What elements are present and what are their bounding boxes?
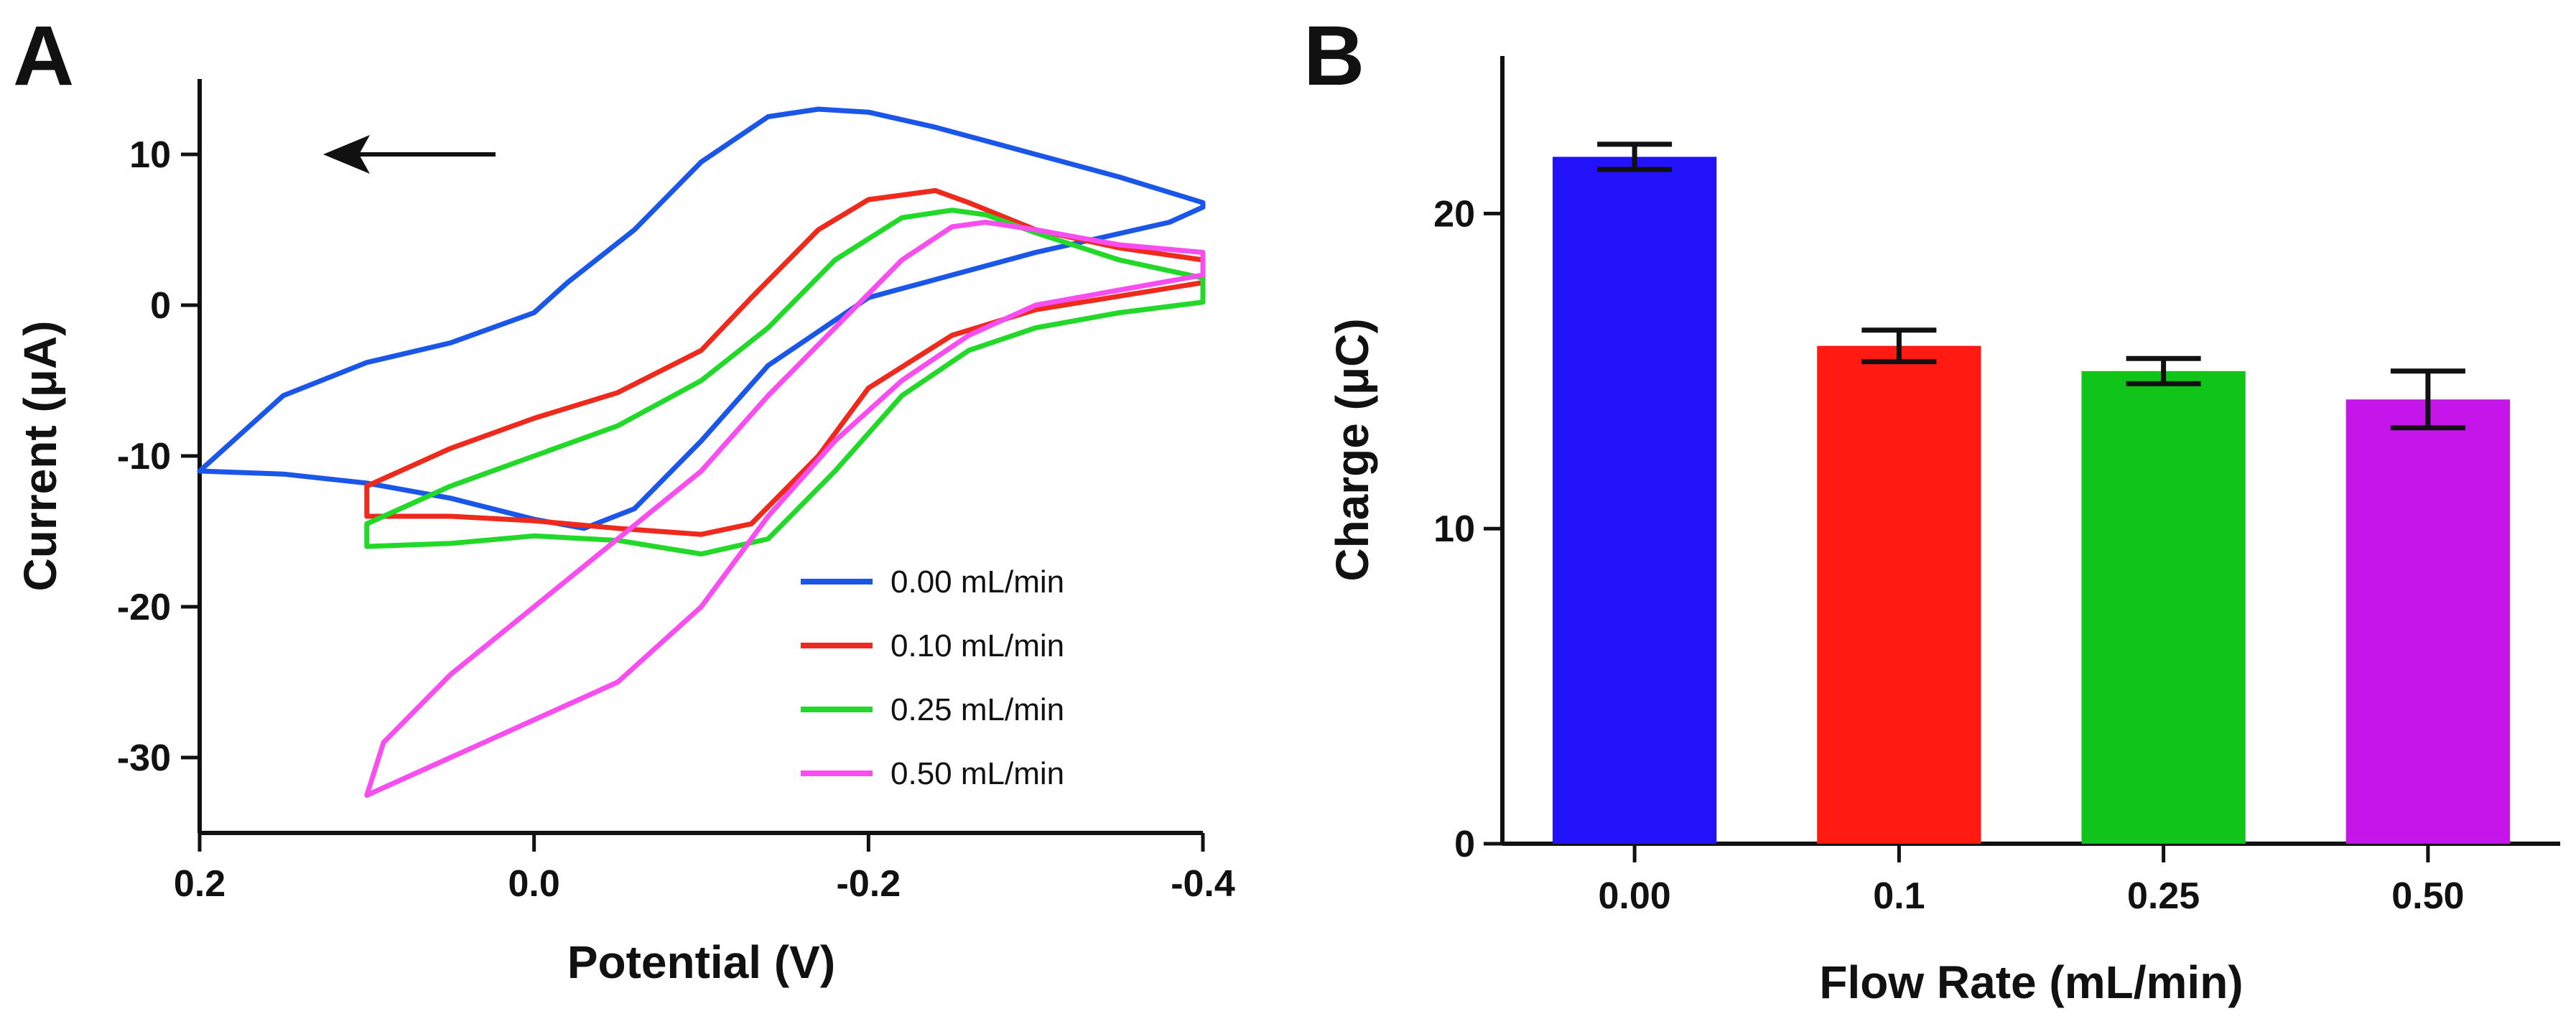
x-tick-label: -0.4 [1171,863,1235,905]
y-tick-label: -30 [117,737,171,779]
y-tick-label: 10 [129,134,171,176]
y-tick-label: -20 [117,587,171,628]
y-tick-label: 10 [1433,508,1475,550]
cv-curve-series-2 [364,187,1206,537]
panel-a-label: A [13,9,74,103]
x-tick-label: 0.00 [1599,875,1671,917]
bar-3 [2081,371,2246,844]
y-tick-label: 20 [1433,193,1475,235]
cv-curve-series-1 [197,106,1206,531]
y-axis-title: Current (μA) [14,321,66,592]
cv-curve-series-3 [364,208,1206,556]
bar-2 [1817,345,1981,844]
x-axis-title: Potential (V) [567,936,835,988]
panel-b-label: B [1303,9,1364,103]
y-tick-label: 0 [150,285,171,327]
x-tick-label: 0.50 [2391,875,2464,917]
y-tick-label: -10 [117,436,171,478]
panel-a-cyclic-voltammogram: 10 0 -10 -20 -30 0.2 0.0 -0.2 -0.4 Potential (V) C… [14,79,1235,988]
legend-label: 0.25 mL/min [891,692,1064,727]
bar-1 [1552,157,1717,844]
legend-label: 0.10 mL/min [891,628,1064,663]
cv-curve-series-4 [364,220,1206,798]
x-tick-label: 0.25 [2127,875,2200,917]
x-tick-label: 0.1 [1873,875,1925,917]
legend-label: 0.50 mL/min [891,756,1064,791]
x-axis-title: Flow Rate (mL/min) [1819,956,2243,1008]
y-axis-title: Charge (μC) [1326,318,1378,581]
panel-b-bar-chart: 0 10 20 0.00 0.1 0.25 0.50 Flow Rate (mL/min) Ch… [1326,56,2560,1008]
y-tick-label: 0 [1454,824,1475,865]
x-tick-label: 0.2 [174,863,225,905]
x-tick-label: -0.2 [837,863,901,905]
scan-direction-arrow-head [323,135,370,174]
legend-label: 0.00 mL/min [891,564,1064,600]
bar-4 [2345,399,2511,844]
x-tick-label: 0.0 [508,863,560,905]
